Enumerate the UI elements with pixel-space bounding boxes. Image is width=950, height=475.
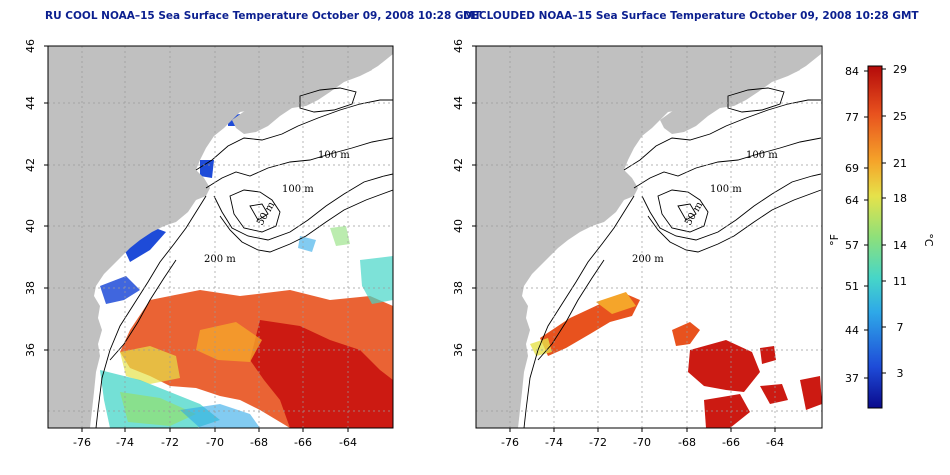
- lat-tick-label: 40: [24, 219, 37, 233]
- colorbar-f-tick-label: 84: [845, 65, 859, 78]
- left-map: 100 m 100 m 50 m 200 m: [47, 45, 394, 429]
- colorbar-c-tick-label: 21: [893, 157, 907, 170]
- lon-tick-label: -70: [633, 436, 651, 449]
- left-map-title: RU COOL NOAA–15 Sea Surface Temperature …: [45, 10, 482, 22]
- colorbar-f-tick-label: 51: [845, 280, 859, 293]
- lon-tick-label: -68: [678, 436, 696, 449]
- contour-label-200m: 200 m: [632, 254, 664, 265]
- contour-label-100m: 100 m: [318, 150, 350, 161]
- right-map-title: DECLOUDED NOAA–15 Sea Surface Temperatur…: [463, 10, 919, 22]
- right-map: 100 m 100 m 50 m 200 m: [475, 45, 823, 429]
- contour-label-200m: 200 m: [204, 254, 236, 265]
- contour-label-100m: 100 m: [710, 184, 742, 195]
- lat-tick-label: 38: [24, 281, 37, 295]
- lat-tick-label: 42: [24, 158, 37, 172]
- lat-tick-label: 36: [452, 343, 465, 357]
- lon-tick-label: -66: [722, 436, 740, 449]
- colorbar-unit-f: °F: [828, 234, 841, 246]
- colorbar-c-tick-label: 29: [893, 63, 907, 76]
- left-sst-warm-field: [100, 226, 393, 428]
- colorbar-unit-c: °C: [922, 233, 935, 247]
- lon-tick-label: -64: [339, 436, 357, 449]
- colorbar-f-tick-label: 69: [845, 162, 859, 175]
- lon-tick-label: -74: [545, 436, 563, 449]
- colorbar-f-tick-label: 77: [845, 111, 859, 124]
- colorbar-gradient: [867, 65, 883, 409]
- lon-tick-label: -66: [294, 436, 312, 449]
- colorbar-c-tick-label: 25: [893, 110, 907, 123]
- lat-tick-label: 42: [452, 158, 465, 172]
- colorbar-f-tick-label: 44: [845, 324, 859, 337]
- lat-tick-label: 46: [452, 39, 465, 53]
- lon-tick-label: -74: [116, 436, 134, 449]
- lon-tick-label: -68: [250, 436, 268, 449]
- temperature-colorbar: 84 77 69 64 57 51 44 37 29 25 21 18 14 11 7 3 °F °C: [828, 63, 935, 409]
- lon-tick-label: -72: [161, 436, 179, 449]
- lon-tick-label: -76: [501, 436, 519, 449]
- colorbar-f-tick-label: 64: [845, 194, 859, 207]
- colorbar-c-tick-label: 18: [893, 192, 907, 205]
- colorbar-c-tick-label: 3: [897, 367, 904, 380]
- lat-tick-label: 38: [452, 281, 465, 295]
- lat-tick-label: 40: [452, 219, 465, 233]
- lat-tick-label: 36: [24, 343, 37, 357]
- lon-tick-label: -70: [206, 436, 224, 449]
- lon-tick-label: -76: [73, 436, 91, 449]
- colorbar-f-tick-label: 57: [845, 239, 859, 252]
- colorbar-f-tick-label: 37: [845, 372, 859, 385]
- contour-label-100m: 100 m: [746, 150, 778, 161]
- lon-tick-label: -72: [589, 436, 607, 449]
- right-gridlines: [476, 46, 822, 428]
- contour-label-100m: 100 m: [282, 184, 314, 195]
- lat-tick-label: 44: [452, 96, 465, 110]
- colorbar-c-tick-label: 14: [893, 239, 907, 252]
- colorbar-c-tick-label: 11: [893, 275, 907, 288]
- lat-tick-label: 44: [24, 96, 37, 110]
- lon-tick-label: -64: [766, 436, 784, 449]
- axis-ticks: 46 44 42 40 38 36 -76 -74 -72 -70 -68 -66 -64 46 44 42 4…: [24, 39, 784, 449]
- lat-tick-label: 46: [24, 39, 37, 53]
- colorbar-c-tick-label: 7: [897, 321, 904, 334]
- left-gridlines: [48, 46, 393, 428]
